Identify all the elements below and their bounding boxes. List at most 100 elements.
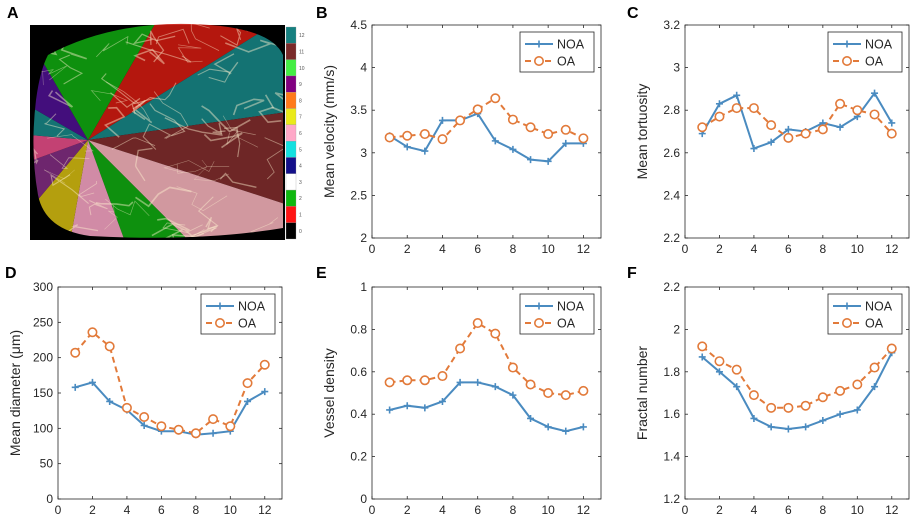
data-point-noa [888, 119, 896, 127]
data-point-oa [208, 414, 219, 425]
vessel-line [105, 81, 151, 121]
vessel-line [163, 160, 215, 173]
data-point-oa [190, 428, 201, 439]
colorbar-label: 3 [299, 180, 302, 186]
y-tick-label: 2 [673, 322, 680, 336]
x-tick-label: 12 [258, 503, 272, 517]
data-point-oa [886, 343, 897, 354]
vessel-line [33, 55, 35, 80]
legend-label: OA [238, 317, 257, 331]
data-point-noa [750, 145, 758, 153]
y-tick-label: 2.6 [663, 146, 680, 160]
colorbar-label: 1 [299, 213, 302, 219]
vessel-line [132, 33, 176, 45]
data-point-oa [156, 421, 167, 432]
x-tick-label: 4 [751, 503, 758, 517]
data-point-oa [139, 412, 150, 423]
x-tick-label: 0 [55, 503, 62, 517]
x-tick-label: 10 [541, 242, 555, 256]
data-point-oa [783, 402, 794, 413]
x-tick-label: 0 [369, 503, 376, 517]
data-point-oa [507, 362, 518, 373]
panel-letter-c: C [627, 5, 639, 22]
data-point-oa [714, 111, 725, 122]
data-point-noa [491, 137, 499, 145]
y-tick-label: 2 [360, 231, 367, 245]
data-point-oa [766, 120, 777, 131]
data-point-oa [869, 362, 880, 373]
vessel-line [220, 27, 242, 46]
data-point-oa [766, 402, 777, 413]
legend-label: OA [557, 317, 576, 331]
x-tick-label: 10 [224, 503, 238, 517]
data-point-oa [886, 128, 897, 139]
legend-box [519, 31, 595, 73]
data-point-noa [544, 423, 552, 431]
x-tick-label: 0 [682, 503, 689, 517]
colorbar-swatch [285, 222, 297, 240]
colorbar-swatch [285, 26, 297, 44]
data-point-noa [715, 368, 723, 376]
series-oa [70, 327, 270, 439]
data-point-noa [438, 116, 446, 124]
legend: NOA OA [827, 293, 903, 335]
colorbar-swatch [285, 108, 297, 125]
data-point-noa [403, 143, 411, 151]
data-point-noa [562, 139, 570, 147]
legend-label: OA [865, 317, 884, 331]
colorbar-label: 6 [299, 131, 302, 137]
data-point-noa [802, 423, 810, 431]
vessel-line [54, 224, 99, 238]
y-tick-label: 2.8 [663, 103, 680, 117]
data-point-oa [852, 105, 863, 116]
data-point-noa [209, 429, 217, 437]
y-axis-label: Mean tortuosity [634, 84, 650, 180]
vessel-line [205, 216, 219, 233]
y-tick-label: 0.8 [350, 322, 367, 336]
data-point-oa [402, 130, 413, 141]
vessel-line [222, 115, 259, 148]
colorbar-swatch [285, 157, 297, 174]
legend-marker [533, 317, 544, 328]
y-tick-label: 250 [33, 315, 53, 329]
vessel-line [157, 217, 196, 238]
panel-d-chart: D 0 2 4 6 8 10 12 0 50 100 150 200 250 300 Mean diamete… [5, 265, 283, 517]
colorbar-label: 0 [299, 229, 302, 235]
y-tick-label: 0.6 [350, 365, 367, 379]
y-tick-label: 4 [360, 61, 367, 75]
vessel-line [197, 68, 231, 83]
legend-marker [216, 302, 224, 310]
vessel-line [203, 132, 243, 149]
data-point-oa [259, 359, 270, 370]
data-point-oa [490, 93, 501, 104]
sector-4 [88, 140, 283, 238]
legend-marker [533, 55, 544, 66]
data-point-oa [455, 115, 466, 126]
data-point-noa [733, 91, 741, 99]
data-point-noa [438, 397, 446, 405]
vessel-line [105, 198, 150, 217]
data-point-noa [698, 353, 706, 361]
vessel-line [111, 137, 156, 150]
data-point-noa [544, 157, 552, 165]
y-tick-label: 3 [673, 61, 680, 75]
colorbar-label: 7 [299, 115, 302, 121]
x-tick-label: 6 [785, 503, 792, 517]
data-point-noa [871, 383, 879, 391]
y-tick-label: 3.2 [663, 18, 680, 32]
x-tick-label: 2 [404, 242, 411, 256]
vessel-line [88, 200, 108, 216]
legend-marker [843, 302, 851, 310]
data-point-oa [578, 385, 589, 396]
vessel-line [96, 35, 129, 58]
vessel-line [213, 53, 239, 75]
sector-2 [88, 23, 283, 140]
data-point-oa [714, 356, 725, 367]
colorbar-label: 2 [299, 196, 302, 202]
data-point-noa [421, 404, 429, 412]
sector-1 [88, 23, 283, 140]
legend-box [827, 293, 903, 335]
data-point-oa [87, 327, 98, 338]
data-point-oa [543, 387, 554, 398]
